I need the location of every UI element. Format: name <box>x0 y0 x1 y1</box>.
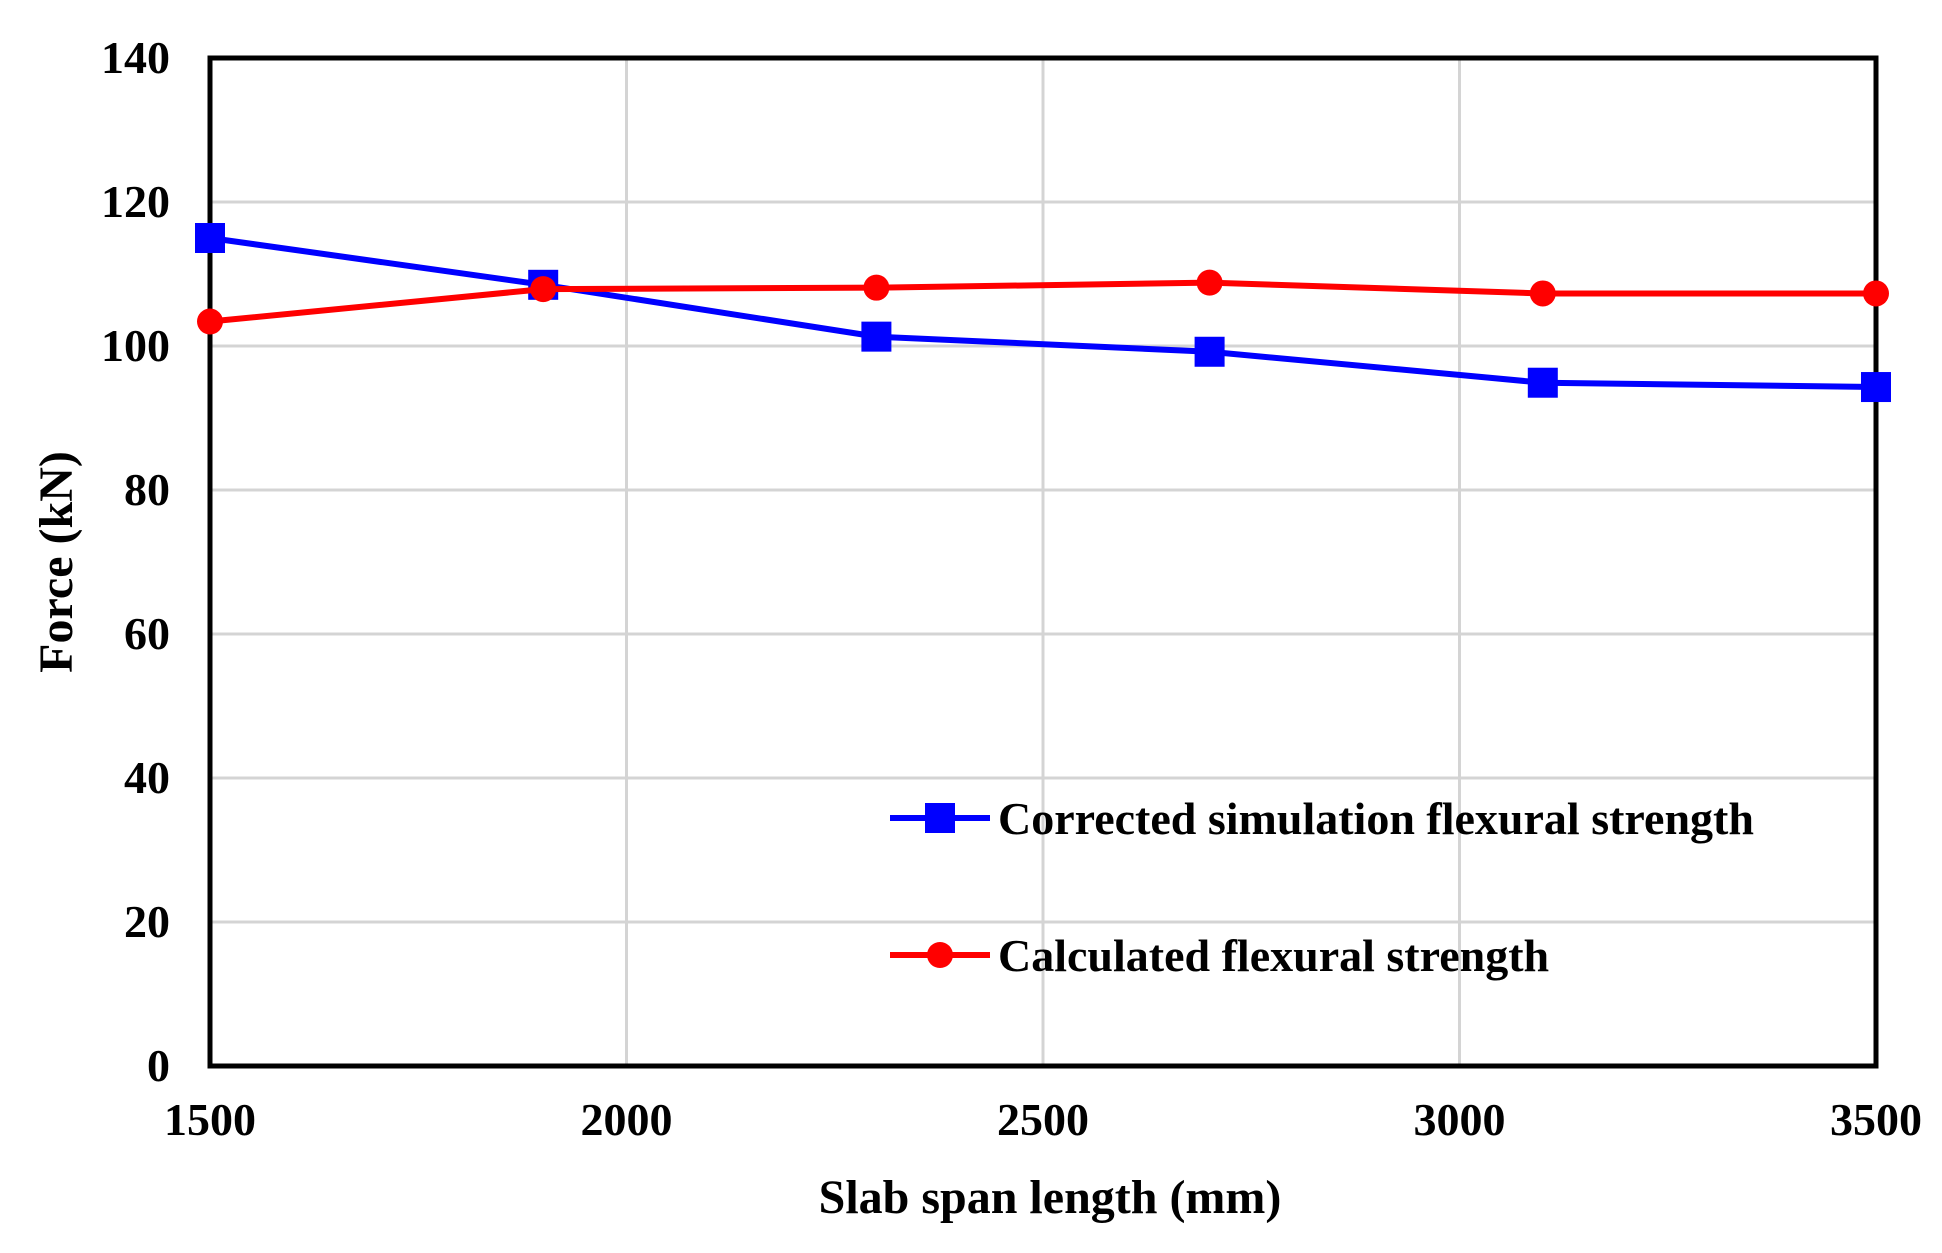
series-1 <box>195 223 1891 403</box>
y-tick-label-40: 40 <box>124 752 170 803</box>
y-tick-label-120: 120 <box>101 176 170 227</box>
series-2-point-2 <box>530 276 557 303</box>
legend: Corrected simulation flexural strength Ca… <box>890 793 1754 981</box>
series-1-point-1 <box>195 223 225 253</box>
series-1-line <box>209 235 1877 391</box>
series-1-point-6 <box>1861 372 1891 403</box>
legend-swatch-marker-1 <box>925 803 955 833</box>
y-tick-label-140: 140 <box>101 32 170 83</box>
legend-label-1: Corrected simulation flexural strength <box>998 793 1754 844</box>
y-tick-label-0: 0 <box>147 1040 170 1091</box>
series-1-point-5 <box>1527 367 1558 398</box>
series-1-point-4 <box>1194 336 1225 367</box>
series-1-point-3 <box>861 321 892 352</box>
series-2-point-3 <box>863 274 890 301</box>
x-axis-ticks: 1500 2000 2500 3000 3500 <box>164 1094 1922 1145</box>
x-axis-title: Slab span length (mm) <box>819 1171 1282 1224</box>
series-2-point-4 <box>1196 269 1223 296</box>
series-2 <box>197 269 1889 335</box>
x-tick-label-1500: 1500 <box>164 1094 256 1145</box>
y-tick-label-60: 60 <box>124 608 170 659</box>
series-2-point-1 <box>197 308 223 335</box>
x-tick-label-3500: 3500 <box>1830 1094 1922 1145</box>
series-layer <box>195 223 1891 403</box>
legend-label-2: Calculated flexural strength <box>998 930 1549 981</box>
y-tick-label-100: 100 <box>101 320 170 371</box>
series-2-point-6 <box>1863 280 1889 307</box>
series-2-line <box>209 279 1876 325</box>
series-2-point-5 <box>1529 280 1556 307</box>
x-tick-label-3000: 3000 <box>1414 1094 1506 1145</box>
x-tick-label-2500: 2500 <box>997 1094 1089 1145</box>
x-tick-label-2000: 2000 <box>581 1094 673 1145</box>
plot-frame <box>207 55 1879 1069</box>
legend-swatch-marker-2 <box>927 942 953 968</box>
y-tick-label-80: 80 <box>124 464 170 515</box>
y-axis-title: Force (kN) <box>30 451 83 673</box>
y-tick-label-20: 20 <box>124 896 170 947</box>
y-axis-ticks: 0 20 40 60 80 100 120 140 <box>101 32 170 1091</box>
